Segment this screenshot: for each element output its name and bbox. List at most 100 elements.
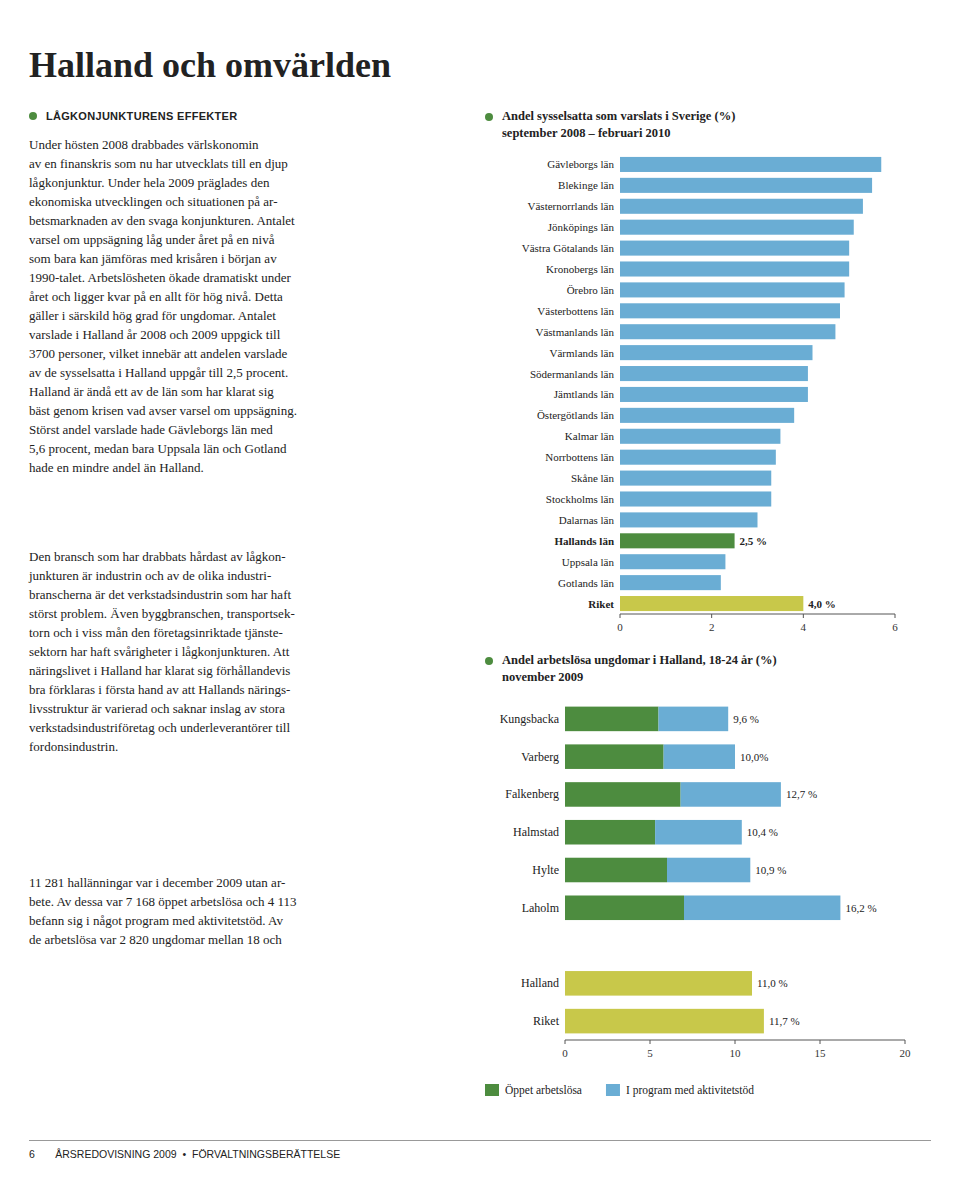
data-label: 16,2 % — [845, 902, 876, 914]
bar-segment — [655, 820, 742, 845]
category-label: Skåne län — [571, 472, 615, 484]
bullet — [29, 112, 37, 120]
data-label: 10,9 % — [755, 864, 786, 876]
bar — [620, 324, 835, 339]
footer: 6 ÅRSREDOVISNING 2009 • FÖRVALTNINGSBERÄ… — [29, 1148, 340, 1160]
bar — [620, 533, 735, 548]
category-label: Värmlands län — [550, 347, 615, 359]
bar-segment — [667, 858, 750, 883]
category-label: Norrbottens län — [545, 451, 614, 463]
category-label: Västmanlands län — [535, 326, 614, 338]
category-label: Östergötlands län — [537, 409, 615, 421]
chart-heading: Andel sysselsatta som varslats i Sverige… — [485, 108, 735, 142]
bar-segment — [565, 744, 664, 769]
legend-swatch — [485, 1084, 499, 1096]
category-label: Riket — [588, 598, 614, 610]
category-label: Stockholms län — [546, 493, 615, 505]
bars — [565, 707, 840, 1034]
body-paragraph: 11 281 hallänningar var i december 2009 … — [29, 873, 470, 949]
bar — [620, 575, 721, 590]
x-tick — [905, 1040, 906, 1044]
category-label: Örebro län — [567, 284, 615, 296]
bar — [620, 491, 771, 506]
category-label: Hallands län — [554, 535, 614, 547]
x-tick — [565, 1040, 566, 1044]
bar — [620, 596, 803, 611]
legend: Öppet arbetslösaI program med aktivitets… — [485, 1083, 754, 1097]
bar — [620, 220, 854, 235]
data-label: 11,0 % — [757, 977, 788, 989]
section-heading: LÅGKONJUNKTURENS EFFEKTER — [29, 110, 237, 122]
x-tick-label: 0 — [617, 621, 623, 633]
bar-segment — [565, 933, 566, 958]
bar-segment — [565, 896, 684, 921]
bar — [620, 199, 863, 214]
bar-segment — [565, 707, 659, 732]
chart-heading-text: Andel arbetslösa ungdomar i Halland, 18-… — [502, 652, 777, 686]
x-tick-label: 20 — [900, 1047, 912, 1059]
bar-segment — [684, 896, 840, 921]
category-label: Kungsbacka — [500, 712, 560, 726]
bar-segment — [565, 782, 681, 807]
chart-title: Andel sysselsatta som varslats i Sverige… — [502, 108, 735, 125]
category-label: Västra Götalands län — [522, 242, 615, 254]
category-label: Dalarnas län — [559, 514, 615, 526]
bar-segment — [565, 971, 752, 996]
data-label: 10,0% — [740, 751, 768, 763]
bar — [620, 345, 813, 360]
x-axis-line — [620, 614, 895, 615]
bar — [620, 178, 872, 193]
bar — [620, 512, 758, 527]
category-label: Riket — [533, 1014, 560, 1028]
bars — [620, 157, 881, 611]
x-tick — [895, 614, 896, 618]
category-label: Varberg — [521, 750, 559, 764]
x-tick-label: 10 — [730, 1047, 742, 1059]
x-tick — [711, 614, 712, 618]
bar-segment — [681, 782, 781, 807]
x-tick — [735, 1040, 736, 1044]
bullet — [485, 657, 493, 665]
bar-segment — [565, 820, 655, 845]
category-label: Falkenberg — [505, 787, 559, 801]
category-label: Jämtlands län — [554, 388, 615, 400]
category-label: Halmstad — [513, 825, 559, 839]
x-tick — [650, 1040, 651, 1044]
chart: Kungsbacka Varberg Falkenberg Halmstad Hylte… — [480, 696, 935, 1106]
category-label: Laholm — [522, 901, 560, 915]
category-label: Kalmar län — [565, 430, 615, 442]
x-tick-label: 6 — [892, 621, 898, 633]
x-tick-label: 4 — [801, 621, 807, 633]
chart-heading-text: Andel sysselsatta som varslats i Sverige… — [502, 108, 735, 142]
x-tick-label: 2 — [709, 621, 715, 633]
legend-swatch — [606, 1084, 620, 1096]
data-label: 10,4 % — [747, 826, 778, 838]
bar — [620, 261, 849, 276]
bar-segment — [565, 1009, 764, 1034]
footer-rule — [29, 1140, 931, 1141]
category-label: Halland — [521, 976, 559, 990]
legend-label: I program med aktivitetstöd — [626, 1084, 754, 1097]
category-label: Gotlands län — [558, 577, 614, 589]
category-label: Västernorrlands län — [528, 200, 615, 212]
x-tick-label: 15 — [815, 1047, 827, 1059]
bar — [620, 408, 794, 423]
body-paragraph: Den bransch som har drabbats hårdast av … — [29, 547, 470, 756]
x-tick — [803, 614, 804, 618]
bar — [620, 450, 776, 465]
category-label: Jönköpings län — [548, 221, 615, 233]
bar — [620, 387, 808, 402]
chart-subtitle: november 2009 — [502, 669, 777, 686]
category-label: Hylte — [532, 863, 559, 877]
section-title: LÅGKONJUNKTURENS EFFEKTER — [46, 110, 237, 122]
bullet — [485, 113, 493, 121]
category-label: Kronobergs län — [546, 263, 614, 275]
x-tick-label: 5 — [647, 1047, 653, 1059]
data-label: 9,6 % — [733, 713, 759, 725]
data-label: 2,5 % — [740, 535, 768, 547]
x-tick — [620, 614, 621, 618]
category-label: Södermanlands län — [530, 368, 615, 380]
bar-segment — [659, 707, 729, 732]
bar-segment — [763, 1009, 764, 1034]
category-label: Västerbottens län — [537, 305, 614, 317]
